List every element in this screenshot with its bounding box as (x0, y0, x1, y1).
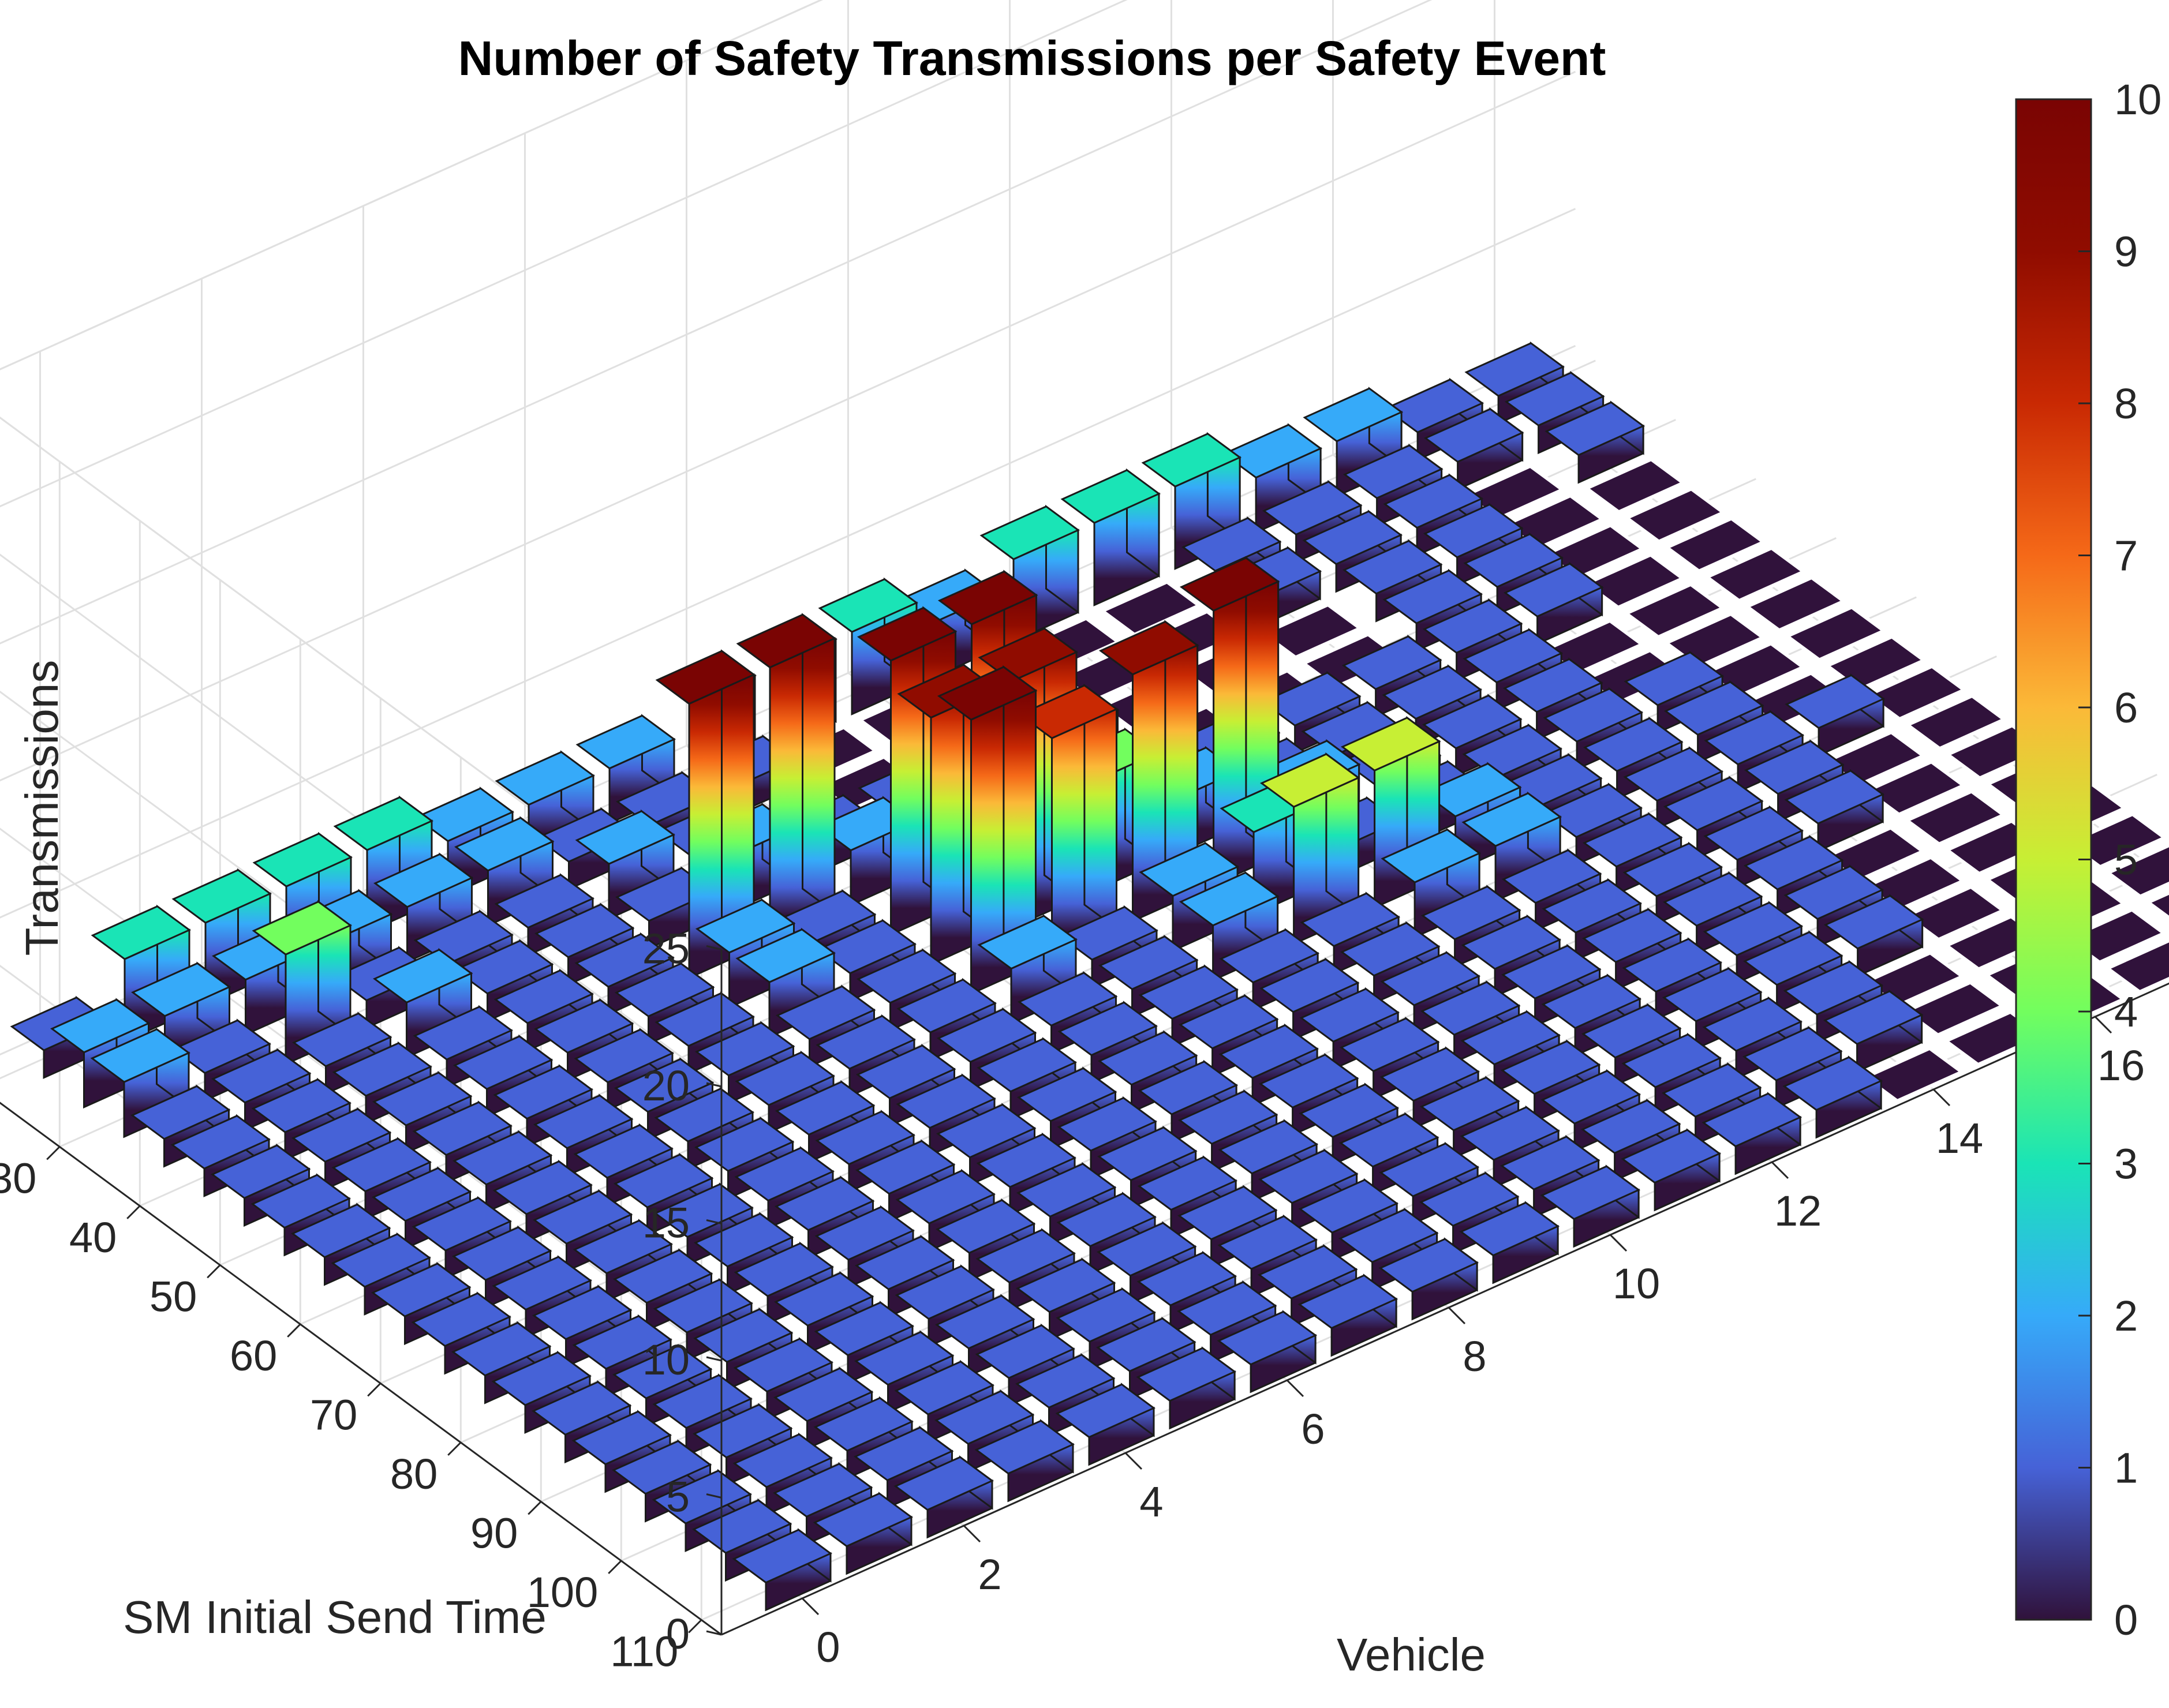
colorbar-tick-label: 2 (2114, 1292, 2138, 1340)
vehicle-tick-mark (1449, 1308, 1465, 1324)
vehicle-tick-label: 0 (816, 1623, 840, 1671)
vehicle-tick-label: 12 (1774, 1187, 1822, 1235)
vehicle-tick-label: 6 (1301, 1405, 1325, 1453)
vehicle-tick-mark (1125, 1453, 1142, 1469)
colorbar-tick-label: 3 (2114, 1140, 2138, 1188)
send-time-tick-mark (207, 1265, 220, 1278)
vehicle-tick-label: 2 (978, 1550, 1001, 1598)
send-time-tick-label: 70 (310, 1391, 357, 1439)
send-time-tick-mark (689, 1620, 701, 1632)
z-tick-label: 25 (642, 925, 690, 973)
colorbar-tick-label: 6 (2114, 684, 2138, 732)
x-axis-label: Vehicle (1337, 1629, 1486, 1680)
colorbar-tick-label: 7 (2114, 532, 2138, 580)
vehicle-tick-label: 8 (1463, 1332, 1486, 1380)
z-tick-label: 20 (642, 1062, 690, 1110)
vehicle-tick-mark (1287, 1380, 1303, 1396)
vehicle-tick-mark (1934, 1089, 1950, 1106)
send-time-tick-label: 60 (230, 1332, 277, 1380)
z-tick-label: 10 (642, 1336, 690, 1384)
z-tick-label: 15 (642, 1199, 690, 1247)
send-time-tick-mark (127, 1206, 140, 1219)
colorbar-tick-label: 9 (2114, 228, 2138, 276)
colorbar-tick-label: 0 (2114, 1596, 2138, 1644)
send-time-tick-mark (448, 1443, 461, 1455)
colorbar-tick-label: 8 (2114, 380, 2138, 428)
send-time-tick-mark (608, 1561, 621, 1574)
vehicle-tick-mark (1610, 1235, 1626, 1251)
colorbar-tick-label: 5 (2114, 836, 2138, 884)
send-time-tick-label: 80 (390, 1450, 437, 1498)
colorbar-tick-label: 10 (2114, 76, 2161, 123)
colorbar-tick-label: 4 (2114, 988, 2138, 1036)
send-time-tick-label: 30 (0, 1154, 36, 1202)
colorbar-tick-label: 1 (2114, 1444, 2138, 1492)
vehicle-tick-mark (964, 1526, 980, 1542)
send-time-tick-label: 90 (470, 1509, 518, 1557)
vehicle-tick-label: 16 (2097, 1042, 2145, 1089)
bar-face-side (722, 651, 754, 949)
vehicle-tick-label: 4 (1139, 1478, 1163, 1526)
chart-title: Number of Safety Transmissions per Safet… (458, 31, 1606, 85)
send-time-tick-mark (528, 1501, 541, 1514)
send-time-tick-mark (287, 1324, 300, 1337)
vehicle-tick-label: 14 (1936, 1114, 1983, 1162)
bar-face-side (803, 615, 835, 912)
vehicle-tick-mark (2095, 1017, 2111, 1033)
y-axis-label: SM Initial Send Time (123, 1591, 547, 1643)
send-time-tick-label: 50 (149, 1272, 197, 1320)
vehicle-tick-label: 10 (1613, 1260, 1660, 1308)
send-time-tick-mark (47, 1147, 59, 1159)
bar-face-side (1004, 667, 1036, 965)
send-time-tick-label: 40 (69, 1213, 117, 1261)
z-tick-label: 5 (666, 1473, 690, 1521)
send-time-tick-label: 110 (610, 1627, 678, 1675)
z-axis-label: Transmissions (16, 660, 68, 956)
vehicle-tick-mark (802, 1598, 818, 1615)
vehicle-tick-mark (1772, 1162, 1788, 1178)
send-time-tick-mark (368, 1383, 380, 1396)
